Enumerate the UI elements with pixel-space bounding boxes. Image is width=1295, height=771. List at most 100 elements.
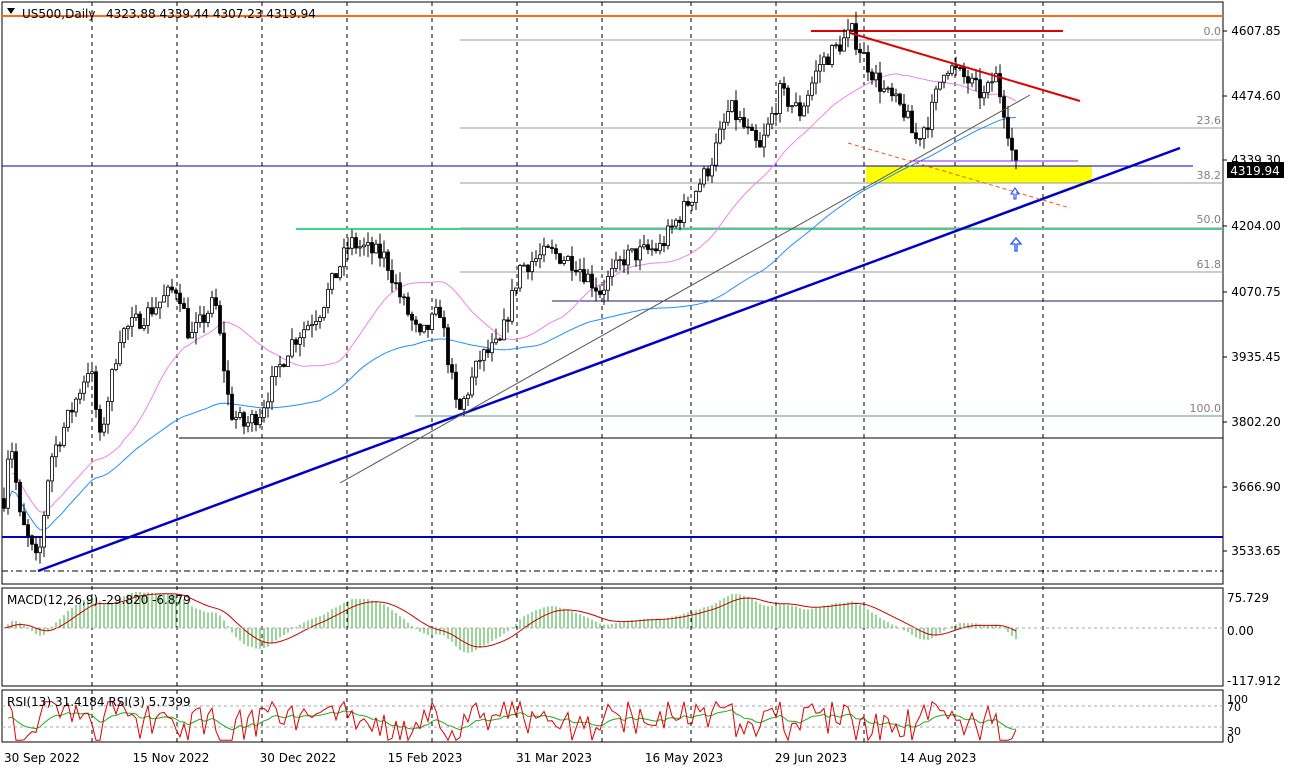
- candle-body: [618, 259, 622, 262]
- candle-body: [134, 313, 138, 319]
- candle-body: [146, 307, 150, 326]
- candle-body: [110, 369, 114, 402]
- candle-body: [198, 314, 202, 323]
- candle-body: [994, 73, 998, 83]
- rsi-label: RSI(13) 31.4184 RSI(3) 5.7399: [7, 695, 191, 709]
- candle-body: [250, 414, 254, 424]
- candle-body: [42, 515, 46, 548]
- fib-level-label: 100.0: [1190, 402, 1222, 415]
- candle-body: [890, 87, 894, 97]
- candle-body: [574, 269, 578, 273]
- candle-body: [702, 168, 706, 185]
- candle-body: [322, 307, 326, 318]
- rsi-fast-line: [7, 699, 1017, 742]
- candle-body: [142, 325, 146, 329]
- main-uptrend-line: [37, 146, 1181, 573]
- candle-body: [410, 313, 414, 321]
- candle-body: [226, 370, 230, 395]
- candle-body: [462, 398, 466, 410]
- candle-body: [118, 342, 122, 365]
- candle-body: [826, 56, 830, 65]
- candle-body: [778, 83, 782, 114]
- candle-body: [406, 296, 410, 315]
- candle-body: [742, 117, 746, 128]
- candle-body: [418, 323, 422, 333]
- candle-body: [830, 45, 834, 65]
- candle-body: [14, 451, 18, 483]
- fibonacci-levels: [415, 39, 1223, 417]
- candle-body: [178, 292, 182, 304]
- candle-body: [482, 349, 486, 361]
- candle-body: [934, 88, 938, 103]
- candle-body: [150, 307, 154, 315]
- candle-body: [490, 342, 494, 354]
- candle-body: [786, 87, 790, 107]
- candle-body: [946, 72, 950, 76]
- candle-body: [102, 423, 106, 433]
- candle-body: [394, 282, 398, 285]
- candle-body: [634, 248, 638, 261]
- candle-body: [318, 317, 322, 322]
- candle-body: [458, 398, 462, 410]
- candle-body: [750, 126, 754, 131]
- candle-body: [862, 52, 866, 54]
- candle-body: [222, 332, 226, 372]
- candle-body: [310, 324, 314, 327]
- candle-body: [190, 332, 194, 339]
- fib-level-label: 0.0: [1204, 25, 1222, 38]
- candle-body: [698, 183, 702, 192]
- candle-body: [130, 317, 134, 327]
- candle-body: [174, 289, 178, 294]
- candle-body: [158, 301, 162, 309]
- candle-body: [166, 286, 170, 297]
- candle-body: [138, 313, 142, 329]
- candle-body: [546, 245, 550, 248]
- candle-body: [70, 409, 74, 413]
- candle-body: [314, 321, 318, 325]
- candle-body: [706, 168, 710, 177]
- candle-body: [842, 37, 846, 52]
- candle-body: [270, 376, 274, 403]
- macd-tick-label: 0.00: [1227, 624, 1254, 638]
- vertical-grid: [91, 2, 1044, 742]
- candle-body: [810, 82, 814, 96]
- candle-body: [902, 103, 906, 118]
- candle-body: [390, 270, 394, 284]
- price-tick-label: 4204.00: [1231, 219, 1281, 233]
- candle-body: [330, 273, 334, 290]
- candle-body: [858, 48, 862, 54]
- candle-body: [346, 247, 350, 250]
- dropdown-icon[interactable]: [7, 8, 15, 14]
- candle-body: [594, 287, 598, 292]
- candle-body: [2, 498, 6, 509]
- candle-body: [510, 290, 514, 322]
- candle-body: [402, 296, 406, 299]
- price-tick-label: 4474.60: [1231, 89, 1281, 103]
- candle-body: [690, 201, 694, 206]
- candle-body: [1010, 137, 1014, 151]
- candle-body: [550, 246, 554, 250]
- candle-body: [526, 264, 530, 273]
- date-tick-label: 29 Jun 2023: [775, 751, 847, 765]
- candle-body: [602, 289, 606, 295]
- candle-body: [58, 444, 62, 447]
- candle-body: [650, 248, 654, 251]
- fib-level-label: 50.0: [1197, 213, 1222, 226]
- macd-axis: 75.729 0.00 -117.912: [1227, 591, 1281, 688]
- candle-body: [986, 82, 990, 93]
- candle-body: [654, 248, 658, 252]
- candle-body: [242, 412, 246, 427]
- candle-body: [78, 392, 82, 400]
- candle-body: [966, 76, 970, 84]
- candle-body: [930, 101, 934, 130]
- candle-body: [974, 77, 978, 81]
- candle-body: [454, 371, 458, 400]
- candle-body: [814, 70, 818, 84]
- candle-body: [878, 72, 882, 92]
- price-tick-label: 3935.45: [1231, 350, 1281, 364]
- candle-body: [802, 105, 806, 117]
- candle-body: [466, 394, 470, 399]
- macd-tick-label: -117.912: [1227, 674, 1281, 688]
- price-tick-label: 4070.75: [1231, 285, 1281, 299]
